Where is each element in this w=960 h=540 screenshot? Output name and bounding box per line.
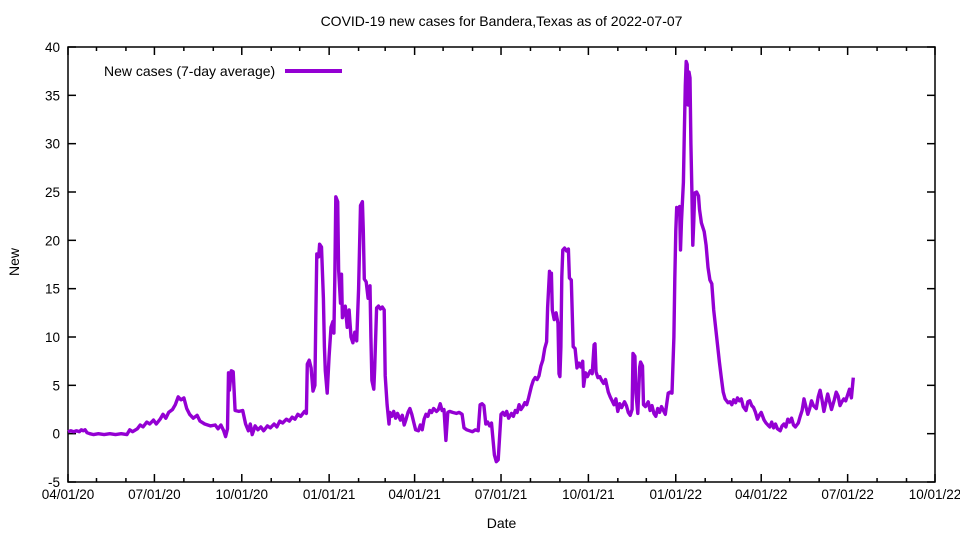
- legend-line-sample: [285, 69, 343, 73]
- x-tick-label: 04/01/21: [388, 487, 441, 502]
- x-tick-label: 10/01/21: [562, 487, 615, 502]
- y-tick-label: 0: [52, 427, 60, 442]
- x-axis-label: Date: [486, 515, 517, 531]
- x-tick-label: 04/01/22: [735, 487, 788, 502]
- x-tick-label: 01/01/21: [303, 487, 356, 502]
- x-tick-label: 01/01/22: [649, 487, 702, 502]
- y-tick-label: -5: [48, 475, 60, 490]
- x-tick-label: 07/01/21: [475, 487, 528, 502]
- y-tick-label: 40: [45, 40, 60, 55]
- y-tick-label: 30: [45, 137, 60, 152]
- x-tick-label: 07/01/20: [128, 487, 181, 502]
- legend: New cases (7-day average): [104, 63, 343, 79]
- y-tick-label: 35: [45, 88, 60, 103]
- y-tick-label: 10: [45, 330, 60, 345]
- x-tick-label: 04/01/20: [42, 487, 95, 502]
- chart-title: COVID-19 new cases for Bandera,Texas as …: [320, 13, 683, 29]
- y-tick-label: 20: [45, 233, 60, 248]
- x-tick-label: 10/01/20: [215, 487, 268, 502]
- legend-label: New cases (7-day average): [104, 63, 276, 79]
- x-tick-label: 10/01/22: [909, 487, 960, 502]
- x-tick-label: 07/01/22: [821, 487, 874, 502]
- y-tick-label: 25: [45, 185, 60, 200]
- y-tick-label: 5: [52, 378, 60, 393]
- y-tick-label: 15: [45, 282, 60, 297]
- data-line-new-cases: [67, 59, 855, 464]
